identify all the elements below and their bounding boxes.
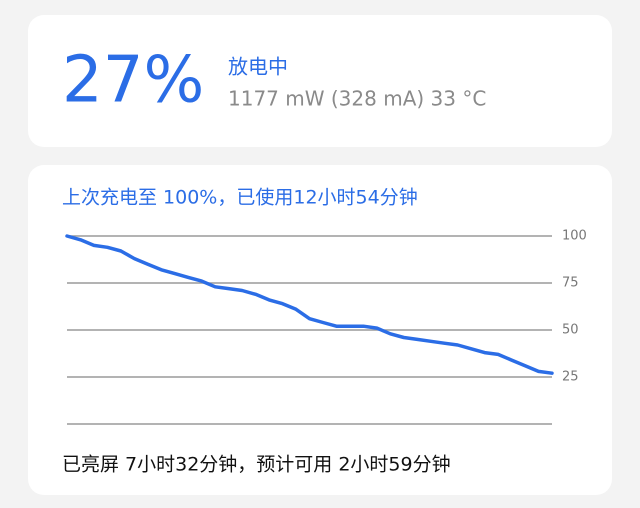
battery-line xyxy=(65,234,554,375)
battery-level: 27% xyxy=(62,44,204,118)
status-card xyxy=(28,15,612,147)
battery-state: 放电中 xyxy=(228,55,288,79)
y-tick-label: 25 xyxy=(562,370,579,385)
y-tick-label: 75 xyxy=(562,276,579,291)
usage-footer: 已亮屏 7小时32分钟，预计可用 2小时59分钟 xyxy=(62,454,451,476)
chart-title: 上次充电至 100%，已使用12小时54分钟 xyxy=(62,187,418,209)
y-tick-label: 50 xyxy=(562,323,579,338)
battery-detail: 1177 mW (328 mA) 33 °C xyxy=(228,87,486,111)
y-tick-label: 100 xyxy=(562,229,587,244)
